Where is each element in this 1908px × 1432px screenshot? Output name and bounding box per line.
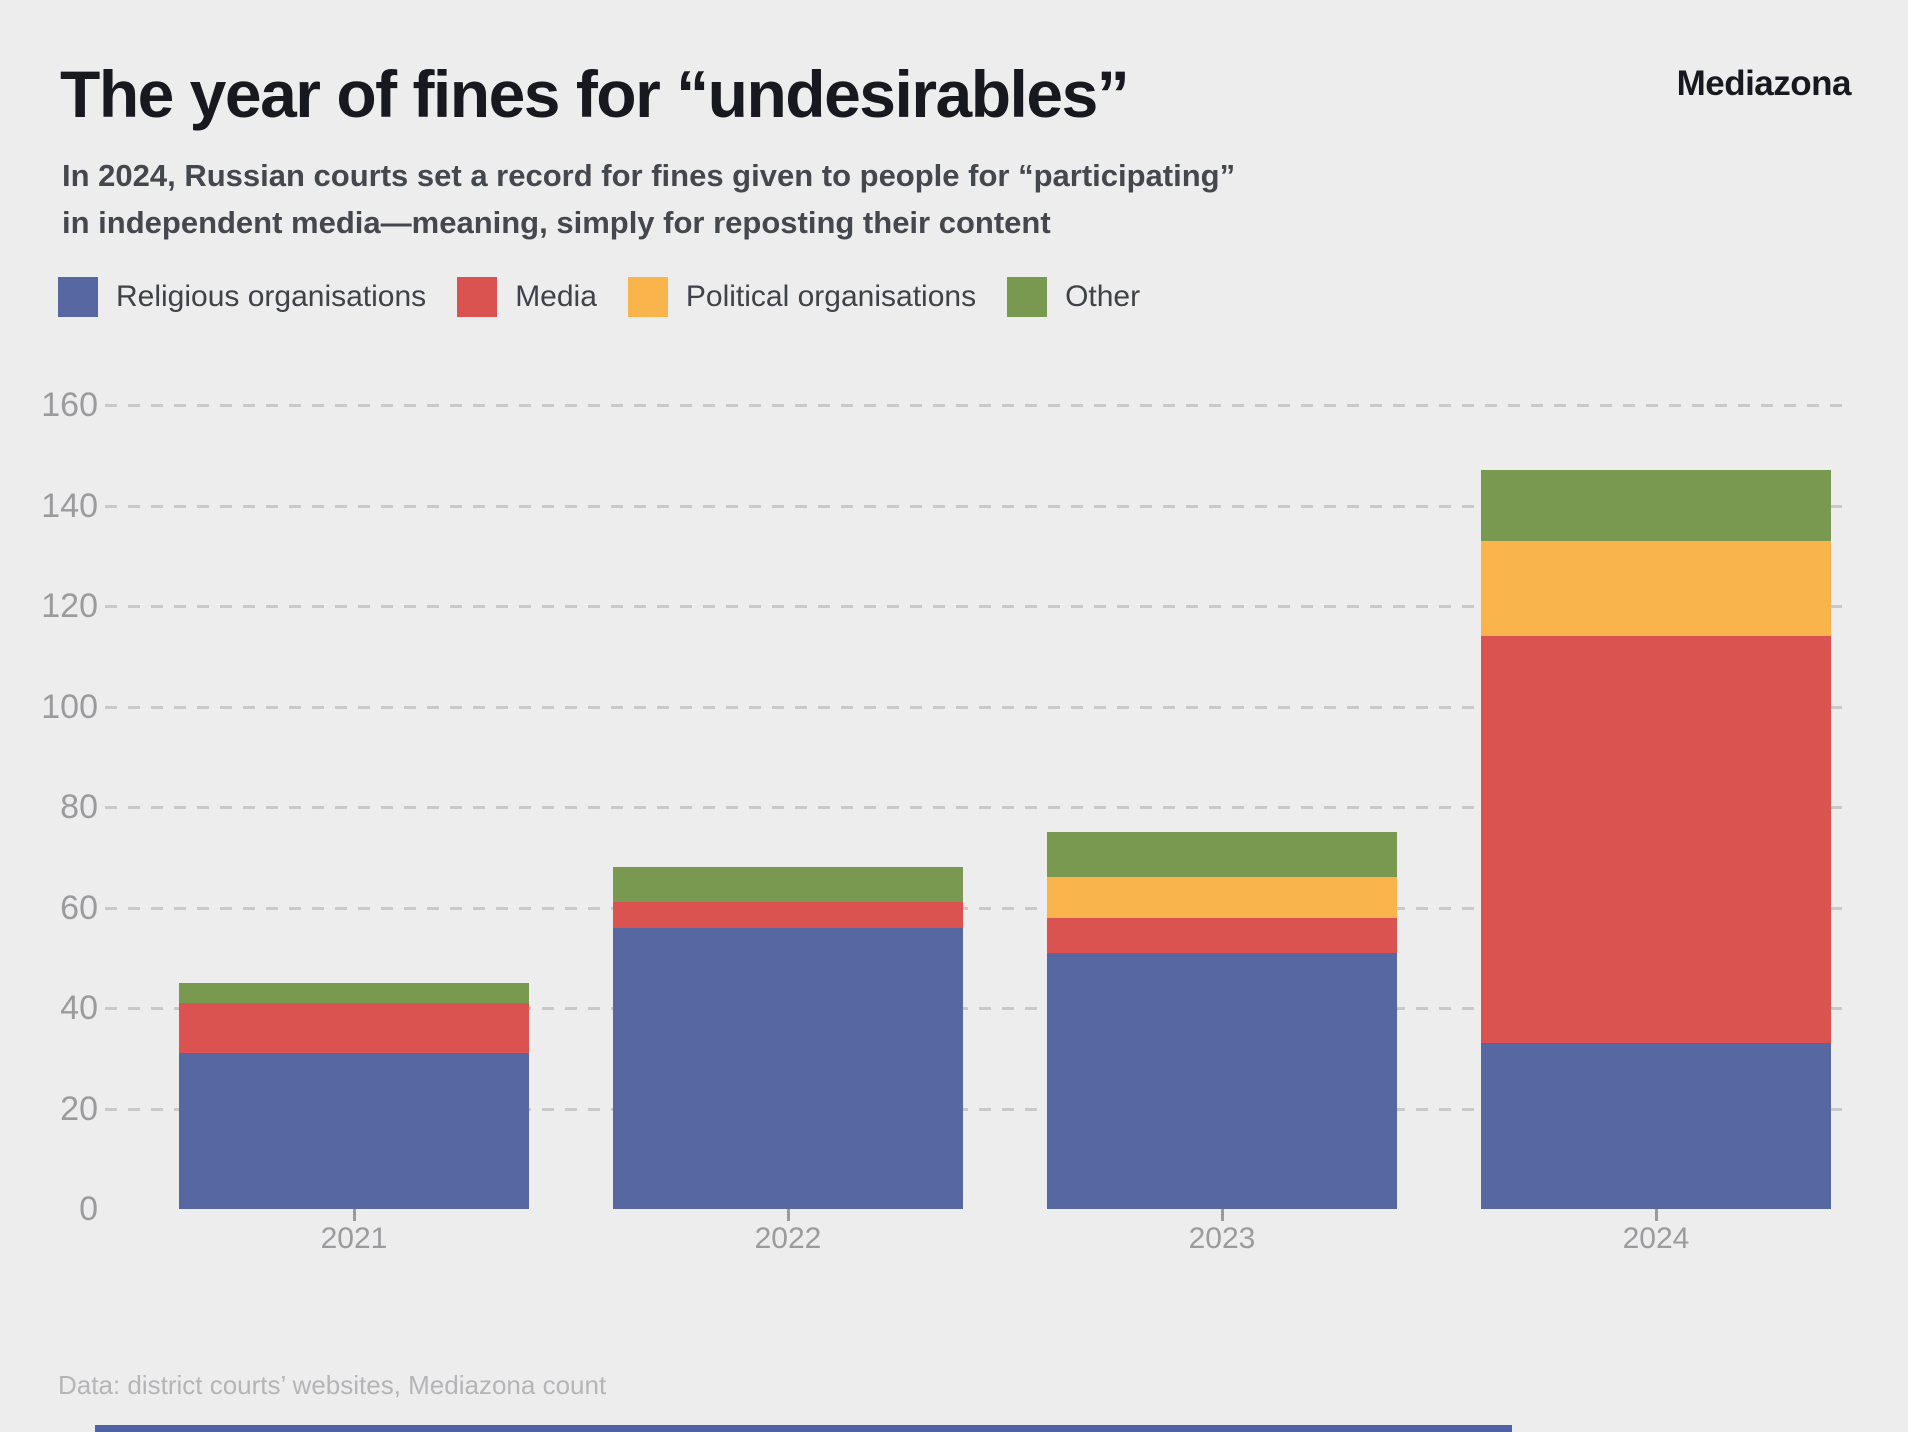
- x-axis-tick-2024: [1655, 1209, 1658, 1221]
- gridline-160: [105, 404, 1845, 407]
- legend-item-media: Media: [457, 277, 597, 317]
- bar-2022-religious-organisations: [613, 927, 963, 1209]
- bar-2021-religious-organisations: [179, 1053, 529, 1209]
- chart-title: The year of fines for “undesirables”: [60, 57, 1130, 131]
- y-axis-label-20: 20: [60, 1089, 98, 1128]
- bar-2023-religious-organisations: [1047, 952, 1397, 1209]
- bar-2023-political-organisations: [1047, 877, 1397, 918]
- legend-label-media: Media: [515, 280, 597, 313]
- subtitle-line-2: in independent media—meaning, simply for…: [62, 205, 1051, 240]
- bar-2022-other: [613, 867, 963, 903]
- gridline-20: [105, 1107, 1845, 1111]
- y-axis-label-0: 0: [79, 1190, 98, 1228]
- legend-label-other: Other: [1065, 280, 1141, 313]
- x-axis-tick-2022: [787, 1209, 790, 1221]
- bottom-accent-bar: [95, 1425, 1512, 1432]
- mediazona-logo: Mediazona: [1676, 64, 1852, 103]
- bar-2021-media: [179, 1002, 529, 1054]
- bar-2024-religious-organisations: [1481, 1043, 1831, 1209]
- legend-label-religious-organisations: Religious organisations: [116, 280, 427, 313]
- legend-item-other: Other: [1007, 277, 1140, 317]
- y-axis-label-140: 140: [41, 486, 98, 525]
- y-axis-label-40: 40: [60, 989, 98, 1027]
- bar-2023-media: [1047, 917, 1397, 953]
- subtitle-line-1: In 2024, Russian courts set a record for…: [62, 158, 1236, 193]
- x-axis-label-2024: 2024: [1622, 1222, 1690, 1255]
- data-source-note: Data: district courts’ websites, Mediazo…: [58, 1370, 607, 1400]
- y-axis-label-100: 100: [41, 687, 98, 726]
- y-axis-label-120: 120: [41, 587, 98, 625]
- x-axis-tick-2023: [1221, 1209, 1224, 1221]
- gridline-40: [105, 1007, 1845, 1010]
- x-axis-label-2023: 2023: [1188, 1222, 1256, 1255]
- x-axis-label-2021: 2021: [320, 1222, 388, 1255]
- bar-2024-political-organisations: [1481, 540, 1831, 637]
- gridline-100: [105, 705, 1845, 709]
- y-axis-label-80: 80: [60, 788, 98, 826]
- gridline-60: [105, 906, 1845, 910]
- x-axis-label-2022: 2022: [754, 1222, 822, 1255]
- legend-item-political-organisations: Political organisations: [627, 277, 977, 317]
- bar-2024-media: [1481, 636, 1831, 1044]
- gridline-140: [105, 504, 1845, 508]
- y-axis-label-60: 60: [60, 888, 98, 927]
- bar-2021-other: [179, 982, 529, 1003]
- legend-swatch-other: [1007, 277, 1048, 317]
- legend-label-political-organisations: Political organisations: [685, 280, 977, 313]
- chart-subtitle: In 2024, Russian courts set a record for…: [62, 152, 1235, 246]
- legend-item-religious-organisations: Religious organisations: [58, 277, 426, 317]
- legend-swatch-political-organisations: [627, 277, 668, 317]
- legend: Religious organisations Media Political or…: [58, 277, 1140, 317]
- legend-swatch-religious-organisations: [58, 277, 98, 317]
- bar-2022-media: [613, 902, 963, 928]
- y-axis-label-160: 160: [41, 386, 98, 424]
- legend-swatch-media: [457, 277, 498, 317]
- gridline-80: [105, 806, 1845, 809]
- bar-2023-other: [1047, 832, 1397, 878]
- x-axis-tick-2021: [353, 1209, 356, 1221]
- gridline-120: [105, 605, 1845, 608]
- bar-2024-other: [1481, 470, 1831, 541]
